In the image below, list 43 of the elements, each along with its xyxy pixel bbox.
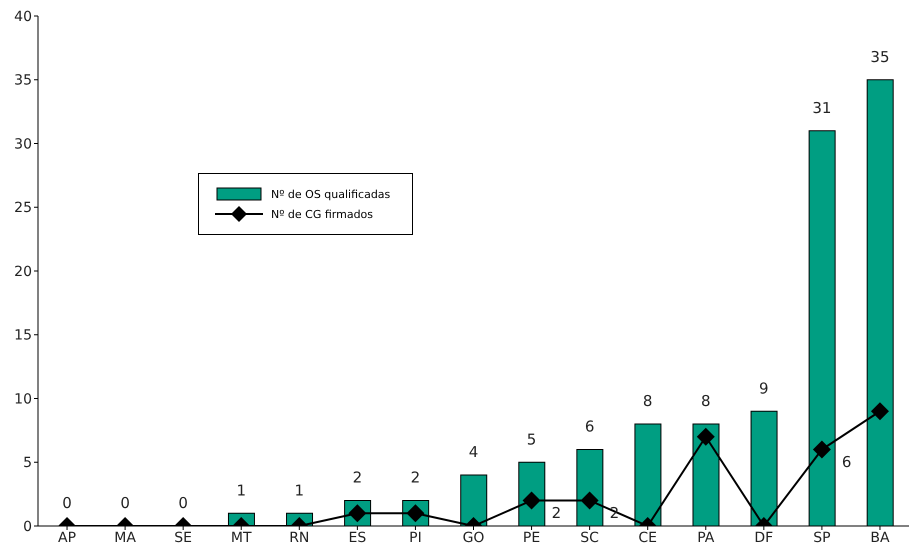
x-tick-label: RN — [289, 530, 310, 546]
data-label: 5 — [526, 430, 536, 448]
data-label: 8 — [700, 392, 711, 410]
data-label: 35 — [870, 48, 890, 66]
data-label: 6 — [842, 452, 852, 471]
data-label: 1 — [294, 481, 304, 500]
data-label: 9 — [759, 379, 769, 398]
data-label: 2 — [410, 468, 420, 486]
x-tick-label: PA — [697, 530, 715, 546]
x-tick-label: MT — [230, 530, 252, 546]
x-tick-label: MA — [114, 530, 136, 546]
data-label: 2 — [552, 504, 562, 522]
y-tick-label: 40 — [14, 8, 32, 25]
x-tick-label: PI — [409, 530, 422, 546]
data-label: 0 — [62, 494, 72, 512]
x-tick-label: SE — [174, 530, 192, 546]
data-label: 6 — [584, 418, 594, 436]
x-tick-label: SP — [813, 530, 831, 546]
x-tick-label: GO — [462, 530, 484, 546]
x-tick-label: DF — [754, 530, 774, 546]
y-tick-label: 25 — [14, 200, 32, 216]
y-tick-label: 5 — [23, 455, 32, 472]
legend-label: Nº de CG firmados — [271, 208, 374, 220]
data-label: 2 — [352, 468, 362, 486]
data-label: 1 — [236, 481, 246, 500]
data-label: 31 — [812, 98, 832, 117]
legend-label: Nº de OS qualificadas — [271, 188, 390, 200]
y-tick-label: 35 — [14, 72, 32, 89]
y-tick-label: 20 — [14, 264, 32, 280]
data-label: 0 — [120, 494, 130, 512]
y-tick-label: 0 — [23, 518, 32, 535]
x-tick-label: AP — [58, 530, 76, 546]
x-tick-label: BA — [870, 530, 890, 546]
data-label: 8 — [642, 392, 652, 410]
x-tick-label: ES — [348, 530, 366, 546]
x-tick-label: SC — [580, 530, 600, 546]
data-label: 4 — [468, 443, 478, 461]
y-tick-label: 10 — [14, 391, 32, 408]
data-label: 0 — [178, 494, 188, 512]
x-tick-label: PE — [522, 530, 540, 546]
y-tick-label: 30 — [14, 136, 32, 152]
y-tick-label: 15 — [14, 328, 32, 344]
x-tick-label: CE — [638, 530, 658, 546]
